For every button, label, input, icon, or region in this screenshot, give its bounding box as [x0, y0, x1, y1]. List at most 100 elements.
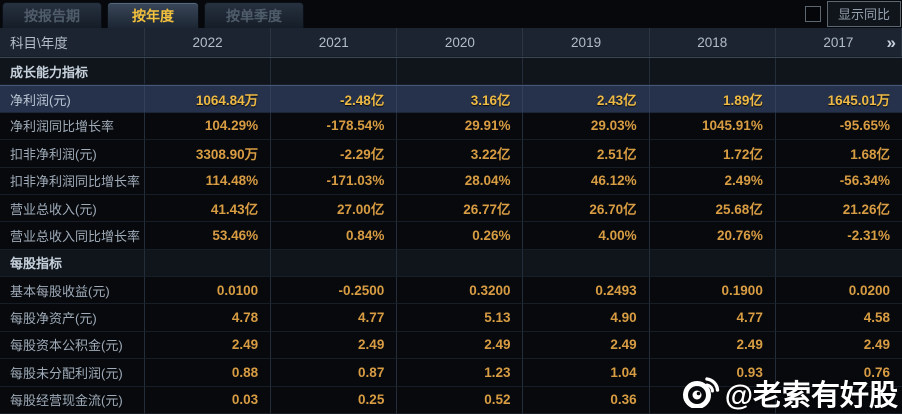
- cell-value: 0.26%: [397, 222, 524, 250]
- cell-value: 1.68亿: [775, 140, 902, 168]
- cell-value: 2.49: [523, 331, 650, 360]
- row-label: 每股未分配利润(元): [0, 359, 145, 387]
- row-label: 每股指标: [0, 249, 145, 277]
- cell-value: 2.43亿: [523, 86, 650, 113]
- cell-value: 2.49: [145, 331, 272, 360]
- row-label: 营业总收入(元): [0, 194, 145, 223]
- corner-header-cell: 科目\年度: [0, 28, 145, 57]
- cell-value: 2.49: [271, 331, 398, 360]
- cell-value: [649, 386, 776, 414]
- cell-value: 0.1900: [649, 277, 776, 305]
- cell-value: 27.00亿: [271, 194, 398, 223]
- section-row: 成长能力指标: [0, 58, 902, 86]
- cell-value: [775, 387, 902, 414]
- cell-value: 1.23: [397, 359, 524, 387]
- yoy-controls: 显示同比: [804, 0, 902, 28]
- cell-value: 0.76: [775, 359, 902, 387]
- cell-value: 21.26亿: [775, 195, 902, 223]
- cell-value: 4.77: [649, 304, 776, 332]
- data-row: 扣非净利润同比增长率 114.48% -171.03% 28.04% 46.12% 2.4…: [0, 167, 902, 195]
- cell-value: -2.48亿: [271, 86, 398, 113]
- row-label: 每股资本公积金(元): [0, 331, 145, 360]
- cell-value: 4.77: [271, 304, 398, 332]
- data-row: 净利润同比增长率 104.29% -178.54% 29.91% 29.03% 1045.…: [0, 112, 902, 141]
- cell-value: 0.03: [145, 386, 272, 414]
- cell-value: -56.34%: [775, 168, 902, 195]
- cell-value: [145, 58, 272, 86]
- cell-value: -95.65%: [775, 113, 902, 141]
- cell-value: 4.00%: [523, 222, 650, 250]
- data-row: 扣非净利润(元) 3308.90万 -2.29亿 3.22亿 2.51亿 1.72亿 1.6…: [0, 140, 902, 168]
- row-label: 扣非净利润同比增长率: [0, 167, 145, 195]
- cell-value: 28.04%: [397, 167, 524, 195]
- cell-value: [271, 249, 398, 277]
- cell-value: [523, 58, 650, 86]
- cell-value: 1.04: [523, 359, 650, 387]
- show-yoy-button[interactable]: 显示同比: [826, 1, 901, 27]
- row-label: 成长能力指标: [0, 58, 145, 86]
- cell-value: [271, 58, 398, 86]
- more-years-chevron-icon[interactable]: »: [886, 33, 897, 52]
- cell-value: [397, 58, 524, 86]
- cell-value: 0.87: [271, 359, 398, 387]
- cell-value: 1.72亿: [649, 140, 776, 168]
- cell-value: [649, 58, 776, 86]
- year-header-cell: 2017: [775, 28, 902, 57]
- data-row: 每股资本公积金(元) 2.49 2.49 2.49 2.49 2.49 2.49: [0, 331, 902, 360]
- cell-value: 25.68亿: [649, 194, 776, 223]
- cell-value: 2.51亿: [523, 140, 650, 168]
- data-row: 每股未分配利润(元) 0.88 0.87 1.23 1.04 0.93 0.76: [0, 359, 902, 387]
- tab-report-period[interactable]: 按报告期: [2, 2, 102, 28]
- cell-value: -171.03%: [271, 167, 398, 195]
- data-row: 净利润(元) 1064.84万 -2.48亿 3.16亿 2.43亿 1.89亿 1645.…: [0, 85, 902, 113]
- cell-value: 2.49: [649, 331, 776, 360]
- cell-value: [397, 249, 524, 277]
- cell-value: 26.70亿: [523, 194, 650, 223]
- row-label: 营业总收入同比增长率: [0, 222, 145, 250]
- cell-value: [145, 249, 272, 277]
- cell-value: 3.22亿: [397, 140, 524, 168]
- cell-value: -2.29亿: [271, 140, 398, 168]
- row-label: 每股净资产(元): [0, 304, 145, 332]
- cell-value: 4.90: [523, 304, 650, 332]
- year-header-cell: 2018: [649, 28, 776, 57]
- cell-value: 104.29%: [145, 112, 272, 141]
- tab-single-quarter[interactable]: 按单季度: [204, 2, 304, 28]
- data-row: 每股经营现金流(元) 0.03 0.25 0.52 0.36: [0, 386, 902, 414]
- cell-value: -0.2500: [271, 277, 398, 305]
- cell-value: 26.77亿: [397, 194, 524, 223]
- data-row: 基本每股收益(元) 0.0100 -0.2500 0.3200 0.2493 0.1900…: [0, 277, 902, 305]
- table-body: 成长能力指标 净利润(元) 1064.84万 -2.48亿 3.16亿 2.43亿 1.89…: [0, 58, 902, 414]
- show-yoy-checkbox[interactable]: [804, 6, 821, 22]
- cell-value: 0.88: [145, 359, 272, 387]
- financial-table: 科目\年度 2022 2021 2020 2019 2018 2017» 成长能力指标 净利…: [0, 28, 902, 414]
- year-header-cell: 2022: [145, 28, 272, 57]
- cell-value: 0.84%: [271, 222, 398, 250]
- cell-value: 0.25: [271, 386, 398, 414]
- cell-value: 114.48%: [145, 167, 272, 195]
- cell-value: 41.43亿: [145, 194, 272, 223]
- cell-value: 1064.84万: [145, 86, 272, 113]
- cell-value: 0.52: [397, 386, 524, 414]
- row-label: 净利润同比增长率: [0, 112, 145, 141]
- year-header-cell: 2021: [271, 28, 398, 57]
- cell-value: 2.49%: [649, 167, 776, 195]
- cell-value: 0.36: [523, 386, 650, 414]
- row-label: 净利润(元): [0, 86, 145, 113]
- cell-value: 1645.01万: [775, 86, 902, 113]
- period-tabbar: 按报告期 按年度 按单季度 显示同比: [0, 0, 902, 28]
- row-label: 每股经营现金流(元): [0, 386, 145, 414]
- cell-value: 53.46%: [145, 222, 272, 250]
- cell-value: 4.78: [145, 304, 272, 332]
- cell-value: 20.76%: [649, 222, 776, 250]
- cell-value: -2.31%: [775, 222, 902, 250]
- section-row: 每股指标: [0, 249, 902, 277]
- cell-value: [523, 249, 650, 277]
- cell-value: 2.49: [397, 331, 524, 360]
- cell-value: 4.58: [775, 304, 902, 332]
- cell-value: 5.13: [397, 304, 524, 332]
- cell-value: 29.91%: [397, 112, 524, 141]
- cell-value: 1045.91%: [649, 112, 776, 141]
- tab-annual[interactable]: 按年度: [107, 2, 199, 28]
